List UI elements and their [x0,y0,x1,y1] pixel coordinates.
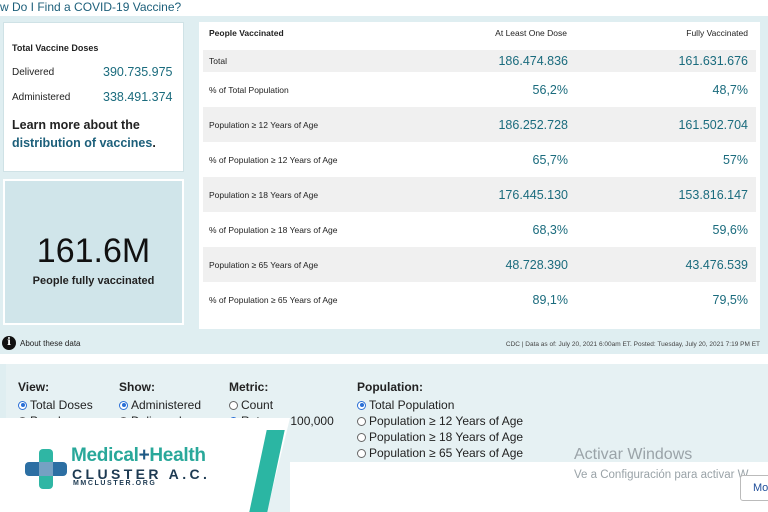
delivered-value: 390.735.975 [103,65,173,79]
info-icon: i [2,336,16,350]
metric-option-count[interactable]: Count [229,398,273,412]
row-one-dose: 186.252.728 [498,117,568,132]
learn-more-suffix: . [152,136,156,150]
table-row: % of Population ≥ 12 Years of Age 65,7% … [203,142,756,177]
about-data-link[interactable]: i About these data [2,336,81,350]
fully-vaccinated-label: People fully vaccinated [32,275,155,287]
activate-windows-subtitle: Ve a Configuración para activar W [574,469,749,481]
row-fully: 79,5% [712,292,748,307]
row-fully: 59,6% [712,222,748,237]
doses-title: Total Vaccine Doses [12,43,99,53]
about-data-label: About these data [20,338,81,348]
learn-more-prefix: Learn more about the [12,118,140,132]
row-fully: 57% [722,152,748,167]
table-row: Population ≥ 65 Years of Age 48.728.390 … [203,247,756,282]
option-label: Total Population [369,398,455,412]
table-row: % of Population ≥ 18 Years of Age 68,3% … [203,212,756,247]
option-label: Population ≥ 12 Years of Age [369,414,524,428]
table-row: % of Population ≥ 65 Years of Age 89,1% … [203,282,756,317]
logo-title-b: Health [149,445,206,466]
top-bar: w Do I Find a COVID-19 Vaccine? [0,0,768,16]
radio-icon [119,400,128,410]
find-vaccine-link[interactable]: w Do I Find a COVID-19 Vaccine? [0,0,182,14]
row-label: % of Total Population [209,84,289,95]
row-one-dose: 48.728.390 [505,257,568,272]
table-header-fully: Fully Vaccinated [686,28,748,38]
administered-label: Administered [12,92,71,103]
view-option-total-doses[interactable]: Total Doses [18,398,93,412]
logo-url: MMCLUSTER.ORG [73,480,157,487]
delivered-label: Delivered [12,67,55,78]
row-fully: 153.816.147 [678,187,748,202]
row-fully: 43.476.539 [685,257,748,272]
administered-value: 338.491.374 [103,90,173,104]
option-label: Population ≥ 18 Years of Age [369,430,524,444]
population-option-65[interactable]: Population ≥ 65 Years of Age [357,446,523,460]
row-label: Total [209,56,227,66]
row-label: Population ≥ 65 Years of Age [209,259,319,270]
lower-white-area [290,462,768,512]
radio-icon [229,400,238,410]
row-fully: 161.502.704 [678,117,748,132]
table-row: Population ≥ 18 Years of Age 176.445.130… [203,177,756,212]
row-one-dose: 65,7% [532,152,568,167]
radio-icon [18,400,27,410]
fully-vaccinated-value: 161.6M [36,232,151,270]
table-header-label: People Vaccinated [209,28,284,38]
table-row: Total 186.474.836 161.631.676 [203,50,756,72]
population-heading: Population: [357,380,423,394]
radio-icon [357,416,366,426]
logo-title: Medical+Health [71,445,206,467]
table-header-one-dose: At Least One Dose [495,28,567,38]
learn-more-text: Learn more about the distribution of vac… [12,116,182,152]
more-button[interactable]: Mo [740,475,768,501]
radio-icon [357,448,366,458]
row-one-dose: 176.445.130 [498,187,568,202]
table-row: % of Total Population 56,2% 48,7% [203,72,756,107]
radio-icon [357,432,366,442]
radio-icon [357,400,366,410]
activate-windows-title: Activar Windows [574,446,693,463]
logo-title-plus: + [138,445,150,466]
row-label: Population ≥ 12 Years of Age [209,119,319,130]
divider [0,354,768,364]
row-one-dose: 68,3% [532,222,568,237]
show-option-administered[interactable]: Administered [119,398,201,412]
people-vaccinated-table: People Vaccinated At Least One Dose Full… [199,22,760,329]
row-label: % of Population ≥ 18 Years of Age [209,224,338,235]
metric-heading: Metric: [229,380,269,394]
logo-title-a: Medical [71,445,139,466]
row-one-dose: 186.474.836 [498,54,568,68]
row-fully: 161.631.676 [678,54,748,68]
population-option-12[interactable]: Population ≥ 12 Years of Age [357,414,523,428]
row-one-dose: 56,2% [532,82,568,97]
vaccine-doses-card: Total Vaccine Doses Delivered 390.735.97… [3,22,184,172]
option-label: Count [241,398,274,412]
medical-cross-icon [25,449,67,489]
row-label: Population ≥ 18 Years of Age [209,189,319,200]
row-one-dose: 89,1% [532,292,568,307]
population-option-total[interactable]: Total Population [357,398,454,412]
show-heading: Show: [119,380,155,394]
population-option-18[interactable]: Population ≥ 18 Years of Age [357,430,523,444]
logo-subtitle: CLUSTER A.C. [72,466,211,482]
option-label: Administered [131,398,202,412]
option-label: Total Doses [30,398,93,412]
table-row: Population ≥ 12 Years of Age 186.252.728… [203,107,756,142]
distribution-link[interactable]: distribution of vaccines [12,136,153,150]
cdc-data-note: CDC | Data as of: July 20, 2021 6:00am E… [505,341,760,348]
fully-vaccinated-card: 161.6M People fully vaccinated [3,179,184,325]
row-label: % of Population ≥ 12 Years of Age [209,154,338,165]
row-fully: 48,7% [712,82,748,97]
view-heading: View: [18,380,50,394]
option-label: Population ≥ 65 Years of Age [369,446,524,460]
row-label: % of Population ≥ 65 Years of Age [209,294,338,305]
